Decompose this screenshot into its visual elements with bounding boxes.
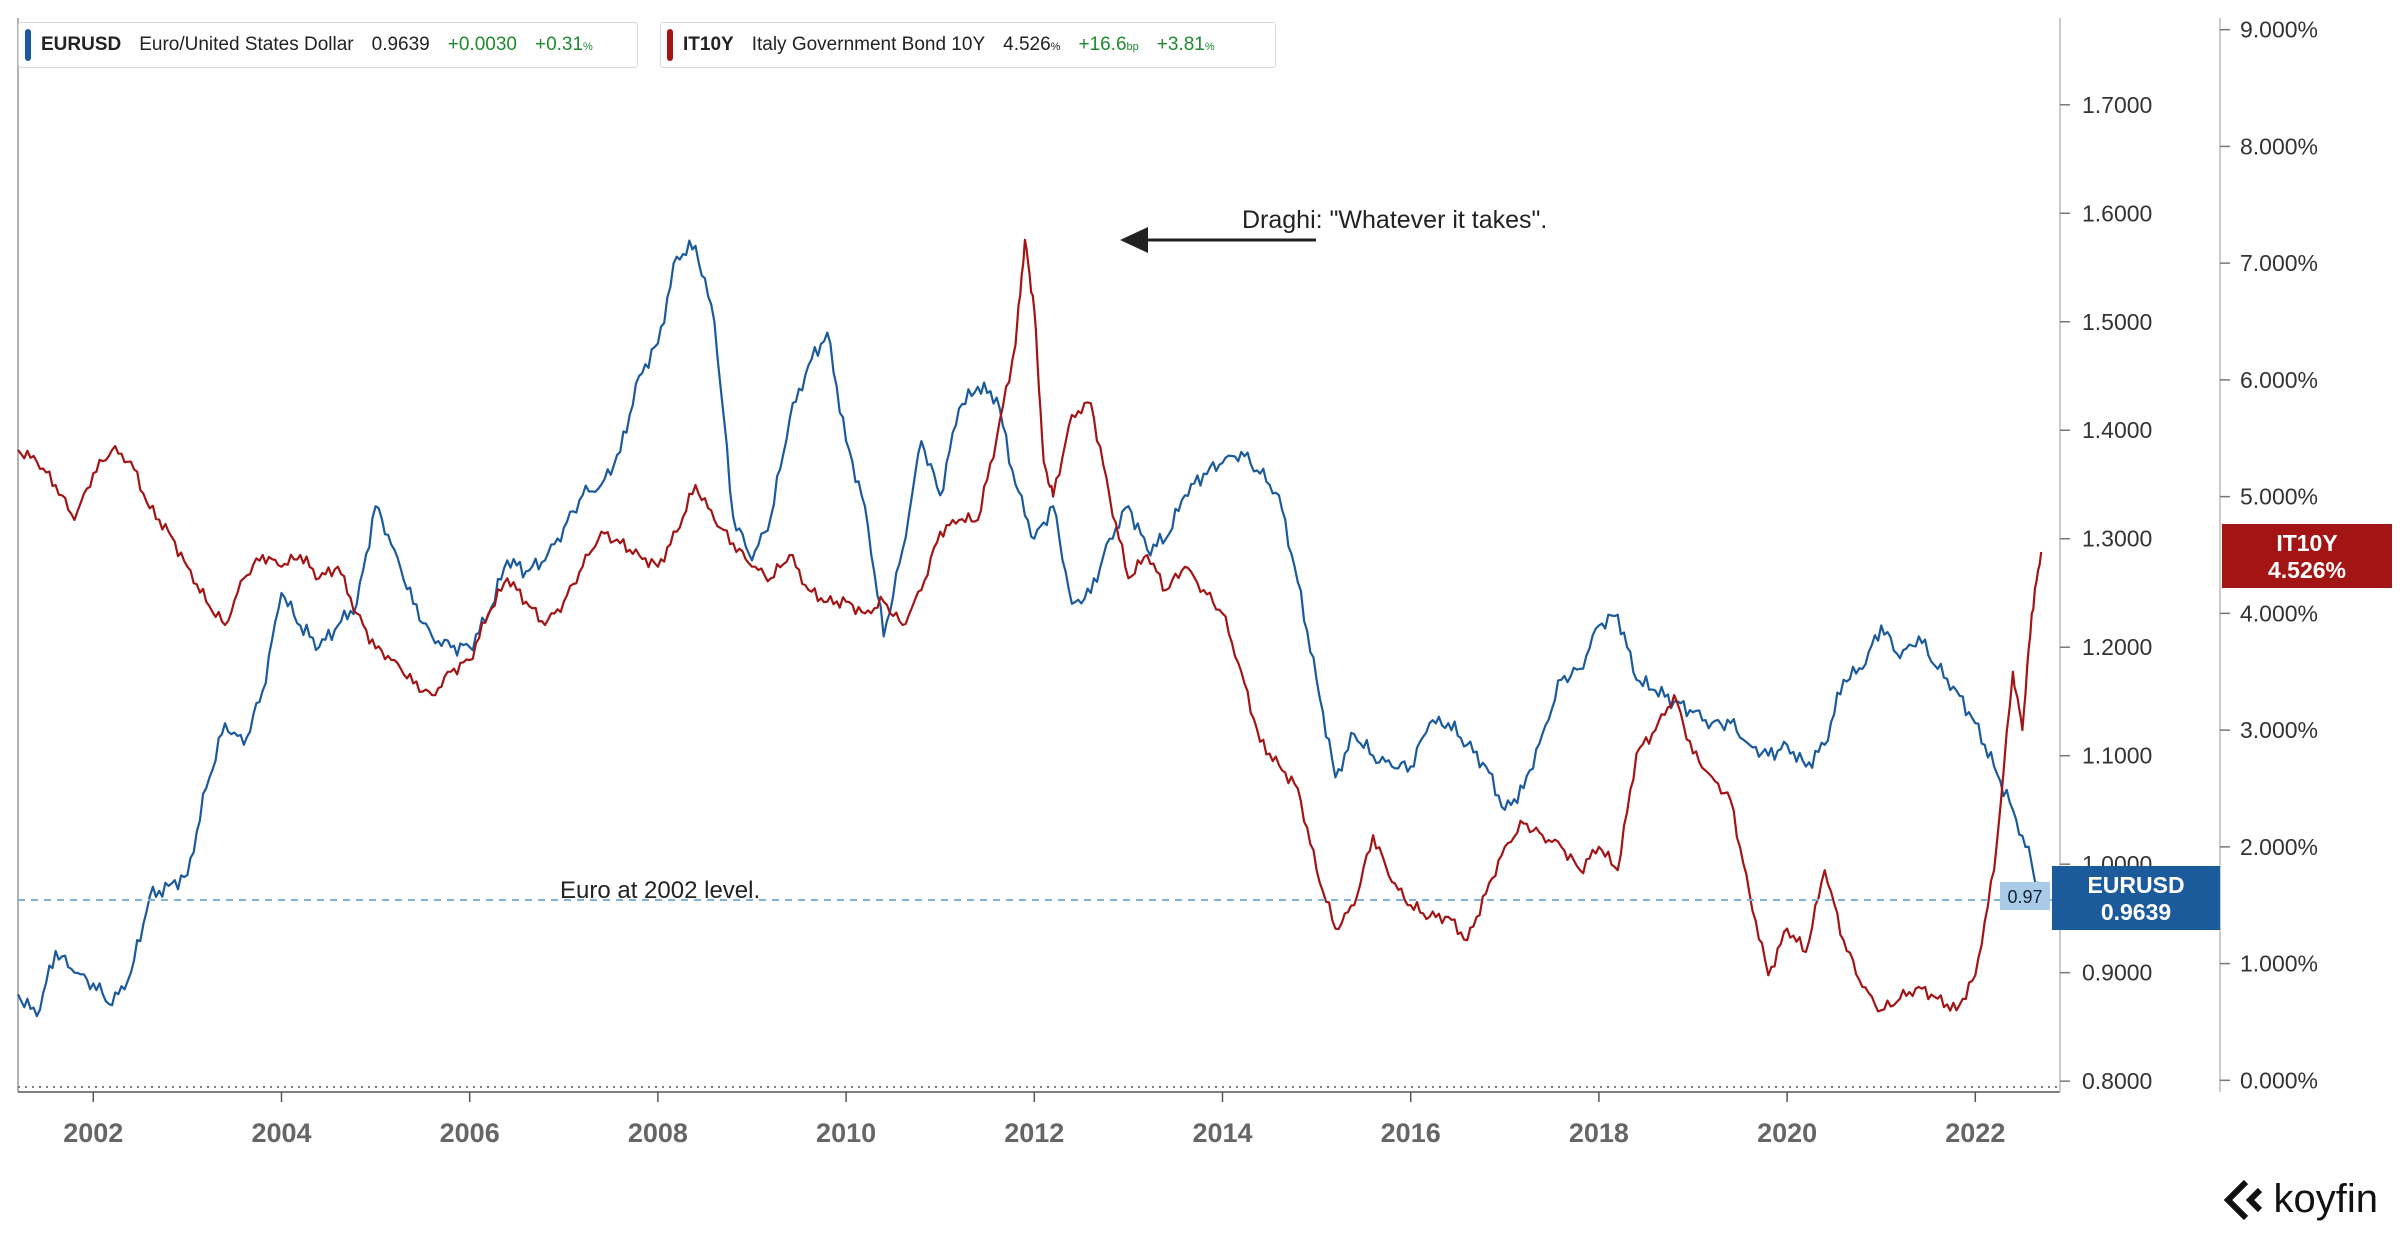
x-axis-tick-label: 2014: [1192, 1118, 1252, 1148]
legend-name: Euro/United States Dollar: [139, 34, 354, 55]
left-axis-tick-label: 1.6000: [2082, 200, 2152, 226]
legend-change: +16.6: [1078, 34, 1127, 55]
right-axis-tick-label: 9.000%: [2240, 17, 2318, 43]
annotation-euro-level: Euro at 2002 level.: [560, 877, 760, 904]
x-axis-tick-label: 2010: [816, 1118, 876, 1148]
right-axis-tick-label: 6.000%: [2240, 367, 2318, 393]
legend-change-unit: bp: [1126, 41, 1139, 53]
x-axis-tick-label: 2016: [1381, 1118, 1441, 1148]
legend-eurusd[interactable]: EURUSD Euro/United States Dollar 0.9639 …: [18, 22, 638, 68]
left-axis-tick-label: 0.8000: [2082, 1068, 2152, 1094]
right-axis-tick-label: 2.000%: [2240, 834, 2318, 860]
legend-ticker: EURUSD: [41, 34, 122, 55]
it10y-badge: [2222, 524, 2392, 588]
legend-last-unit: %: [1050, 41, 1061, 53]
eurusd-small-badge-label: 0.97: [2007, 887, 2042, 907]
x-axis-tick-label: 2022: [1945, 1118, 2005, 1148]
left-axis-tick-label: 1.4000: [2082, 417, 2152, 443]
eurusd-badge-title: EURUSD: [2087, 872, 2184, 898]
x-axis-tick-label: 2012: [1004, 1118, 1064, 1148]
eurusd-badge: [2052, 866, 2220, 930]
right-axis-tick-label: 7.000%: [2240, 250, 2318, 276]
left-axis-tick-label: 1.5000: [2082, 309, 2152, 335]
legend-last: 0.9639: [371, 34, 430, 55]
series-color-marker: [667, 29, 673, 61]
left-axis-tick-label: 0.9000: [2082, 960, 2152, 986]
right-axis-tick-label: 4.000%: [2240, 600, 2318, 626]
legend-change: +0.0030: [447, 34, 517, 55]
it10y-badge-title: IT10Y: [2276, 530, 2337, 556]
legend-ticker: IT10Y: [683, 34, 734, 55]
left-axis-tick-label: 1.7000: [2082, 92, 2152, 118]
koyfin-logo: koyfin: [2223, 1177, 2379, 1222]
legend-pct: +0.31: [534, 34, 584, 55]
legend-name: Italy Government Bond 10Y: [751, 34, 986, 55]
series-line-eurusd: [17, 239, 2043, 1018]
right-axis-tick-label: 8.000%: [2240, 133, 2318, 159]
legend-pct-unit: %: [1204, 41, 1215, 53]
left-axis-tick-label: 1.1000: [2082, 743, 2152, 769]
eurusd-small-badge: [2000, 882, 2050, 910]
koyfin-logo-text: koyfin: [2273, 1177, 2379, 1221]
legend-last: 4.526: [1003, 34, 1051, 55]
x-axis-tick-label: 2006: [440, 1118, 500, 1148]
x-axis-tick-label: 2004: [251, 1118, 311, 1148]
x-axis-tick-label: 2020: [1757, 1118, 1817, 1148]
x-axis-tick-label: 2002: [63, 1118, 123, 1148]
annotation-draghi: Draghi: "Whatever it takes".: [1242, 206, 1547, 234]
series-color-marker: [25, 29, 31, 61]
annotation-arrowhead: [1120, 227, 1148, 253]
right-axis-tick-label: 0.000%: [2240, 1067, 2318, 1093]
eurusd-badge-value: 0.9639: [2101, 899, 2171, 925]
legend-it10y[interactable]: IT10Y Italy Government Bond 10Y 4.526% +…: [660, 22, 1276, 68]
x-axis-tick-label: 2018: [1569, 1118, 1629, 1148]
x-axis-tick-label: 2008: [628, 1118, 688, 1148]
series-line-it10y: [17, 238, 2043, 1013]
left-axis-tick-label: 1.3000: [2082, 526, 2152, 552]
right-axis-tick-label: 5.000%: [2240, 484, 2318, 510]
right-axis-tick-label: 1.000%: [2240, 951, 2318, 977]
legend-pct: +3.81: [1156, 34, 1205, 55]
right-axis-tick-label: 3.000%: [2240, 717, 2318, 743]
legend-pct-unit: %: [583, 41, 593, 53]
koyfin-logo-icon: [2223, 1179, 2262, 1220]
left-axis-tick-label: 1.2000: [2082, 634, 2152, 660]
it10y-badge-value: 4.526%: [2268, 557, 2346, 583]
